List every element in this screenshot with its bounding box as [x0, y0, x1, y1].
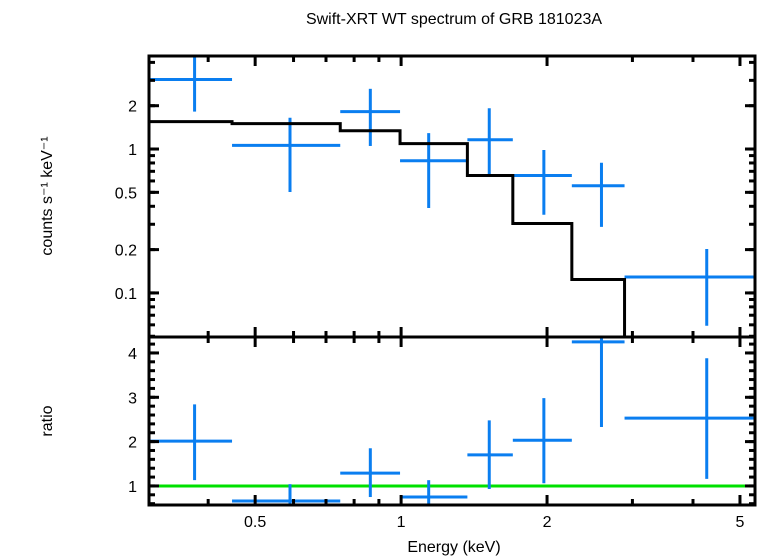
ratio-y-tick-label: 2	[128, 435, 137, 452]
x-tick-label: 0.5	[244, 514, 266, 531]
data-point-7	[571, 162, 625, 227]
ratio-point-5	[467, 420, 513, 490]
ratio-point-4	[400, 480, 468, 505]
ratio-axes: 1 2 3 4 0.5 1 2 5	[128, 335, 757, 531]
x-tick-label: 2	[543, 514, 552, 531]
ratio-point-8	[624, 358, 755, 479]
ratio-point-6	[512, 398, 572, 484]
ratio-y-tick-label: 4	[128, 346, 137, 363]
ratio-point-2	[232, 484, 341, 505]
x-tick-label: 1	[397, 514, 406, 531]
ratio-frame	[147, 335, 757, 507]
ratio-point-1	[149, 404, 233, 481]
x-axis-label: Energy (keV)	[407, 539, 500, 556]
data-point-1	[149, 56, 233, 112]
ratio-panel: 1 2 3 4 0.5 1 2 5	[128, 335, 757, 531]
data-point-3	[340, 88, 401, 146]
ratio-y-axis-label: ratio	[39, 405, 56, 436]
spectrum-axes: 0.1 0.2 0.5 1 2	[115, 54, 757, 339]
spectrum-y-tick-label: 2	[128, 99, 137, 116]
data-point-8	[624, 248, 755, 326]
spectrum-frame	[147, 54, 757, 339]
ratio-y-tick-label: 3	[128, 390, 137, 407]
spectrum-data-layer	[149, 56, 755, 337]
data-point-6	[512, 150, 572, 215]
data-point-5	[467, 108, 513, 177]
x-tick-label: 5	[736, 514, 745, 531]
ratio-y-tick-label: 1	[128, 479, 137, 496]
spectrum-panel: 0.1 0.2 0.5 1 2	[115, 54, 757, 339]
spectrum-y-tick-label: 0.2	[115, 243, 137, 260]
ratio-data-layer	[149, 337, 755, 505]
data-point-4	[400, 133, 468, 209]
model-step-line	[149, 120, 627, 337]
spectrum-y-tick-label: 1	[128, 142, 137, 159]
chart-title: Swift-XRT WT spectrum of GRB 181023A	[306, 11, 602, 28]
ratio-point-7	[571, 337, 625, 427]
ratio-point-3	[340, 448, 401, 498]
data-point-2	[232, 117, 341, 192]
spectrum-y-axis-label: counts s⁻¹ keV⁻¹	[39, 136, 56, 255]
spectrum-y-tick-label: 0.5	[115, 185, 137, 202]
spectrum-y-tick-label: 0.1	[115, 286, 137, 303]
